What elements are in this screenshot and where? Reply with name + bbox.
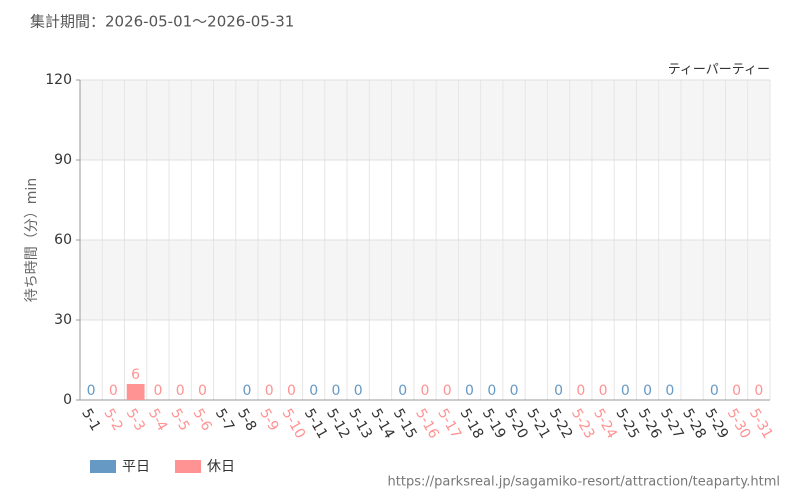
legend-swatch (175, 460, 201, 473)
legend-label: 休日 (207, 459, 235, 475)
x-tick-label: 5-2 (100, 406, 125, 434)
x-tick-label: 5-1 (78, 406, 103, 434)
plot-band (80, 80, 770, 160)
value-label: 0 (621, 383, 630, 399)
x-tick-label: 5-6 (189, 406, 214, 434)
x-tick-label: 5-31 (746, 406, 776, 442)
source-url: https://parksreal.jp/sagamiko-resort/att… (388, 475, 780, 490)
value-label: 0 (398, 383, 407, 399)
value-label: 0 (153, 383, 162, 399)
y-tick-label: 0 (63, 392, 72, 408)
x-tick-label: 5-4 (145, 406, 170, 434)
value-label: 0 (554, 383, 563, 399)
value-label: 0 (176, 383, 185, 399)
value-label: 0 (487, 383, 496, 399)
value-label: 0 (754, 383, 763, 399)
value-label: 0 (599, 383, 608, 399)
x-tick-label: 5-3 (123, 406, 148, 434)
y-axis-label: 待ち時間（分）min (24, 178, 40, 302)
y-tick-label: 60 (54, 232, 72, 248)
value-label: 0 (732, 383, 741, 399)
value-label: 0 (287, 383, 296, 399)
bar (126, 384, 145, 400)
value-label: 0 (465, 383, 474, 399)
value-label: 0 (198, 383, 207, 399)
value-label: 0 (665, 383, 674, 399)
plot-band (80, 240, 770, 320)
value-label: 0 (576, 383, 585, 399)
y-tick-label: 30 (54, 312, 72, 328)
legend-label: 平日 (122, 459, 150, 475)
value-label: 0 (332, 383, 341, 399)
x-tick-label: 5-7 (212, 406, 237, 434)
value-label: 0 (309, 383, 318, 399)
x-tick-label: 5-8 (234, 406, 259, 434)
x-tick-label: 5-9 (256, 406, 281, 434)
x-tick-label: 5-5 (167, 406, 192, 434)
value-label: 0 (87, 383, 96, 399)
value-label: 6 (131, 367, 140, 383)
legend-swatch (90, 460, 116, 473)
value-label: 0 (242, 383, 251, 399)
value-label: 0 (643, 383, 652, 399)
chart-subtitle: ティーパーティー (668, 63, 770, 78)
y-tick-label: 90 (54, 152, 72, 168)
value-label: 0 (443, 383, 452, 399)
value-label: 0 (265, 383, 274, 399)
value-label: 0 (510, 383, 519, 399)
value-label: 0 (421, 383, 430, 399)
chart-title: 集計期間：2026-05-01～2026-05-31 (30, 13, 294, 31)
value-label: 0 (354, 383, 363, 399)
y-tick-label: 120 (45, 72, 72, 88)
value-label: 0 (109, 383, 118, 399)
value-label: 0 (710, 383, 719, 399)
